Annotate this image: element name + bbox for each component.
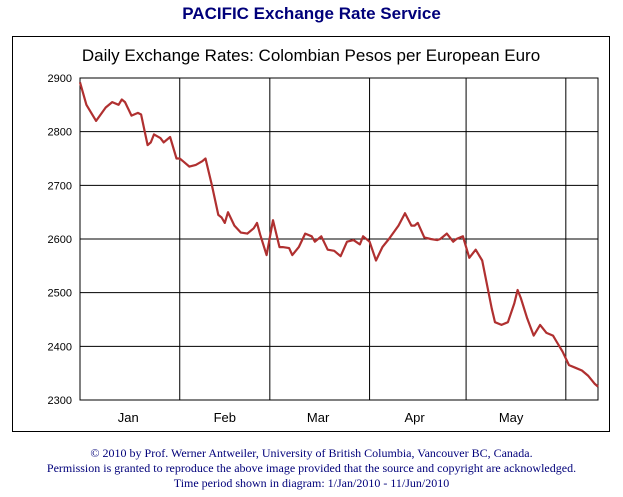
chart-frame <box>12 36 610 432</box>
y-tick-label: 2900 <box>48 73 72 85</box>
y-tick-label: 2600 <box>48 234 72 246</box>
time-period-line: Time period shown in diagram: 1/Jan/2010… <box>173 476 450 490</box>
y-tick-label: 2500 <box>48 288 72 300</box>
y-tick-label: 2700 <box>48 180 72 192</box>
x-tick-label: Jan <box>118 410 139 425</box>
footer: © 2010 by Prof. Werner Antweiler, Univer… <box>0 446 623 491</box>
y-tick-label: 2300 <box>48 395 72 407</box>
x-tick-label: Apr <box>404 410 425 425</box>
y-tick-label: 2400 <box>48 341 72 353</box>
series-line <box>78 81 599 388</box>
service-title: PACIFIC Exchange Rate Service <box>182 4 441 23</box>
y-tick-label: 2800 <box>48 127 72 139</box>
copyright-line: © 2010 by Prof. Werner Antweiler, Univer… <box>90 446 533 460</box>
permission-line: Permission is granted to reproduce the a… <box>46 461 577 475</box>
x-tick-label: May <box>499 410 524 425</box>
x-tick-label: Feb <box>214 410 236 425</box>
x-tick-label: Mar <box>307 410 330 425</box>
chart-title: Daily Exchange Rates: Colombian Pesos pe… <box>81 46 541 65</box>
